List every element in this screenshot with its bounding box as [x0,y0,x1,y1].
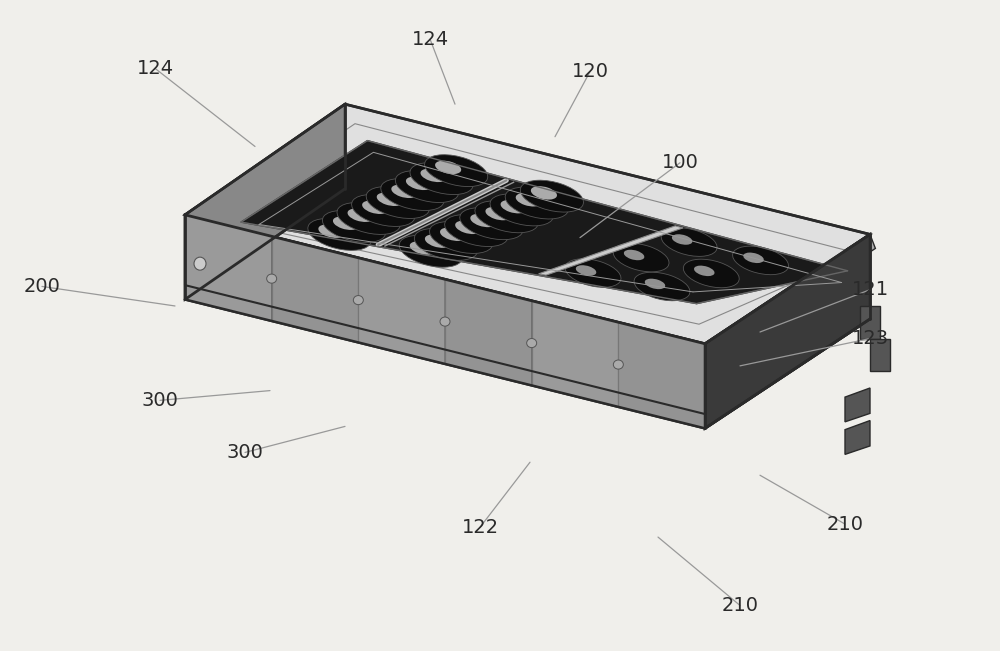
Ellipse shape [445,215,508,247]
Ellipse shape [318,225,344,238]
Polygon shape [705,234,870,428]
Polygon shape [705,234,875,358]
Ellipse shape [460,208,523,240]
Text: 121: 121 [851,280,889,299]
Ellipse shape [490,194,553,226]
Ellipse shape [352,195,415,227]
Ellipse shape [267,274,277,283]
Ellipse shape [353,296,363,305]
Polygon shape [870,339,890,371]
Polygon shape [845,388,870,422]
Ellipse shape [505,187,568,219]
Text: 120: 120 [572,62,608,81]
Ellipse shape [470,214,496,227]
Text: 122: 122 [461,518,499,537]
Ellipse shape [520,180,584,212]
Ellipse shape [624,250,644,260]
Polygon shape [532,301,618,407]
Ellipse shape [501,200,527,214]
Ellipse shape [672,234,692,245]
Ellipse shape [425,155,488,187]
Ellipse shape [565,259,621,287]
Ellipse shape [485,207,512,220]
Ellipse shape [322,210,386,242]
Ellipse shape [683,259,739,288]
Ellipse shape [425,234,451,248]
Polygon shape [241,141,848,303]
Ellipse shape [440,228,466,241]
Ellipse shape [406,176,432,190]
Polygon shape [860,306,880,339]
Ellipse shape [362,201,388,214]
Ellipse shape [613,243,669,272]
Ellipse shape [455,221,481,234]
Ellipse shape [420,169,447,182]
Ellipse shape [429,221,493,253]
Ellipse shape [516,193,542,206]
Polygon shape [185,215,705,414]
Ellipse shape [410,163,473,195]
Ellipse shape [527,339,537,348]
Polygon shape [845,421,870,454]
Ellipse shape [410,242,436,255]
Ellipse shape [435,161,461,174]
Ellipse shape [337,202,400,234]
Polygon shape [705,234,870,428]
Ellipse shape [377,193,403,206]
Text: 100: 100 [662,153,698,173]
Ellipse shape [576,265,596,276]
Polygon shape [272,236,358,342]
Ellipse shape [645,279,665,289]
Polygon shape [358,258,445,364]
Ellipse shape [475,201,538,233]
Polygon shape [185,104,345,299]
Ellipse shape [661,228,717,256]
Ellipse shape [613,360,623,369]
Polygon shape [445,279,532,385]
Polygon shape [185,215,705,428]
Ellipse shape [531,186,557,200]
Text: 300: 300 [227,443,263,462]
Ellipse shape [391,185,417,198]
Ellipse shape [414,229,478,260]
Ellipse shape [694,266,715,276]
Ellipse shape [395,171,459,202]
Ellipse shape [440,317,450,326]
Polygon shape [185,215,272,321]
Ellipse shape [743,253,764,263]
Polygon shape [539,226,683,275]
Text: 300: 300 [142,391,178,410]
Ellipse shape [634,272,690,301]
Polygon shape [618,322,705,428]
Text: 124: 124 [411,29,449,49]
Ellipse shape [308,219,371,251]
Text: 123: 123 [851,329,889,348]
Ellipse shape [194,257,206,270]
Text: 210: 210 [826,514,864,534]
Ellipse shape [333,217,359,230]
Ellipse shape [366,187,429,219]
Ellipse shape [733,246,788,275]
Text: 200: 200 [24,277,60,296]
Text: 210: 210 [722,596,759,615]
Ellipse shape [348,208,374,222]
Ellipse shape [381,178,444,210]
Text: 124: 124 [136,59,174,78]
Polygon shape [215,124,860,324]
Ellipse shape [399,236,462,267]
Polygon shape [185,104,870,344]
